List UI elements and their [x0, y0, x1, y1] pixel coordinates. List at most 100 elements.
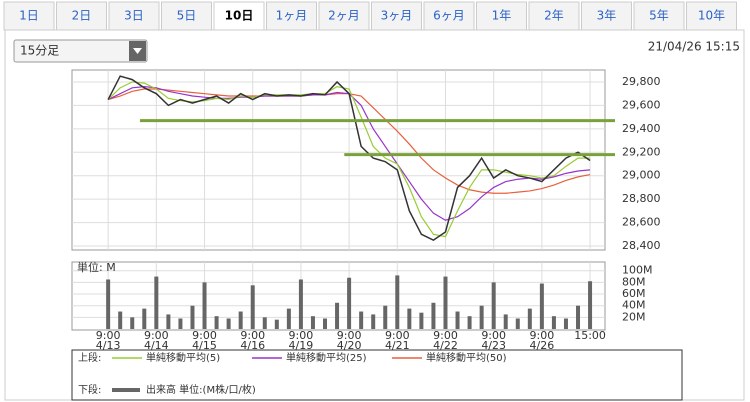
legend-entry: 単純移動平均(50)	[426, 351, 507, 364]
x-tick-label: 9:00	[96, 329, 121, 342]
x-tick-label: 9:00	[530, 329, 555, 342]
volume-bar	[335, 302, 340, 329]
tab[interactable]	[528, 1, 580, 31]
volume-bar	[395, 275, 400, 329]
volume-bar	[323, 318, 328, 329]
volume-bar	[310, 316, 315, 329]
tab-label: 6ヶ月	[433, 9, 465, 23]
legend-label: 下段:	[78, 383, 101, 396]
y-tick-label: 29,800	[622, 75, 661, 88]
tab[interactable]	[3, 1, 55, 31]
x-tick-label: 9:00	[192, 329, 217, 342]
unit-label: 単位: M	[77, 260, 116, 274]
tab[interactable]	[633, 1, 685, 31]
volume-bar	[371, 314, 376, 329]
tab[interactable]	[213, 1, 265, 31]
x-tick-date: 4/21	[385, 339, 410, 352]
volume-bar	[407, 308, 412, 329]
volume-bar	[491, 282, 496, 329]
tab-label: 2日	[72, 9, 92, 23]
price-plot	[71, 69, 606, 251]
dropdown-label: 15分足	[20, 44, 59, 58]
x-tick-date: 4/20	[337, 339, 362, 352]
volume-bar	[154, 276, 159, 329]
tab-label: 1ヶ月	[276, 9, 308, 23]
x-tick-date: 4/23	[481, 339, 506, 352]
volume-bar	[238, 311, 243, 329]
tab[interactable]	[686, 1, 737, 31]
tab[interactable]	[423, 1, 475, 31]
legend-swatch	[112, 388, 140, 392]
tab[interactable]	[266, 1, 317, 31]
volume-bar	[539, 283, 544, 329]
volume-bar	[551, 316, 556, 329]
tab[interactable]	[476, 1, 527, 31]
volume-bar	[130, 317, 135, 329]
tab[interactable]	[581, 1, 632, 31]
tab-label: 3ヶ月	[381, 9, 413, 23]
volume-bar	[443, 276, 448, 329]
legend-entry: 出来高 単位:(M株/口/枚)	[146, 383, 256, 396]
tab[interactable]	[56, 1, 107, 31]
tab-label: 5年	[649, 9, 669, 23]
x-tick-label: 15:00	[574, 329, 606, 342]
x-tick-date: 4/22	[433, 339, 458, 352]
volume-bar	[563, 318, 568, 329]
volume-bar	[274, 319, 279, 329]
volume-bar	[503, 314, 508, 329]
dropdown[interactable]	[13, 39, 148, 63]
x-tick-label: 9:00	[385, 329, 410, 342]
tab-label: 1日	[19, 9, 39, 23]
y-tick-label: 100M	[622, 264, 653, 277]
y-tick-label: 29,200	[622, 145, 661, 158]
volume-bar	[347, 277, 352, 329]
tab-label: 3日	[124, 9, 144, 23]
volume-bar	[467, 316, 472, 329]
volume-bar	[250, 285, 255, 329]
timestamp: 21/04/26 15:15	[648, 40, 740, 54]
tab-label: 2年	[544, 9, 564, 23]
volume-bar	[527, 308, 532, 329]
y-tick-label: 28,400	[622, 239, 661, 252]
legend-entry: 単純移動平均(25)	[286, 351, 367, 364]
volume-bar	[226, 318, 231, 329]
tab-label: 10年	[698, 9, 725, 23]
volume-bar	[479, 305, 484, 329]
x-tick-label: 9:00	[433, 329, 458, 342]
tab[interactable]	[371, 1, 422, 31]
y-tick-label: 80M	[622, 275, 646, 288]
volume-bar	[202, 282, 207, 329]
y-tick-label: 29,400	[622, 122, 661, 135]
volume-bar	[298, 279, 303, 329]
volume-bar	[166, 314, 171, 329]
legend-label: 上段:	[78, 351, 101, 364]
y-tick-label: 29,000	[622, 169, 661, 182]
legend-box	[71, 349, 683, 401]
x-tick-label: 9:00	[289, 329, 314, 342]
y-tick-label: 28,600	[622, 216, 661, 229]
tab-label: 1年	[492, 9, 512, 23]
y-tick-label: 29,600	[622, 98, 661, 111]
legend-entry: 単純移動平均(5)	[146, 351, 220, 364]
dropdown-arrow	[133, 48, 142, 54]
volume-bar	[359, 311, 364, 329]
tab[interactable]	[161, 1, 212, 31]
volume-bar	[383, 305, 388, 329]
volume-bar	[118, 311, 123, 329]
x-tick-label: 9:00	[240, 329, 265, 342]
x-tick-date: 4/19	[289, 339, 314, 352]
tab[interactable]	[318, 1, 370, 31]
y-tick-label: 20M	[622, 310, 646, 323]
x-tick-date: 4/15	[192, 339, 217, 352]
volume-bar	[419, 312, 424, 329]
x-tick-date: 4/26	[530, 339, 555, 352]
volume-bar	[178, 318, 183, 329]
x-tick-date: 4/13	[96, 339, 121, 352]
volume-bar	[588, 281, 593, 329]
tab[interactable]	[108, 1, 160, 31]
volume-bar	[262, 317, 267, 329]
x-tick-label: 9:00	[481, 329, 506, 342]
x-tick-date: 4/16	[240, 339, 265, 352]
volume-bar	[455, 311, 460, 329]
